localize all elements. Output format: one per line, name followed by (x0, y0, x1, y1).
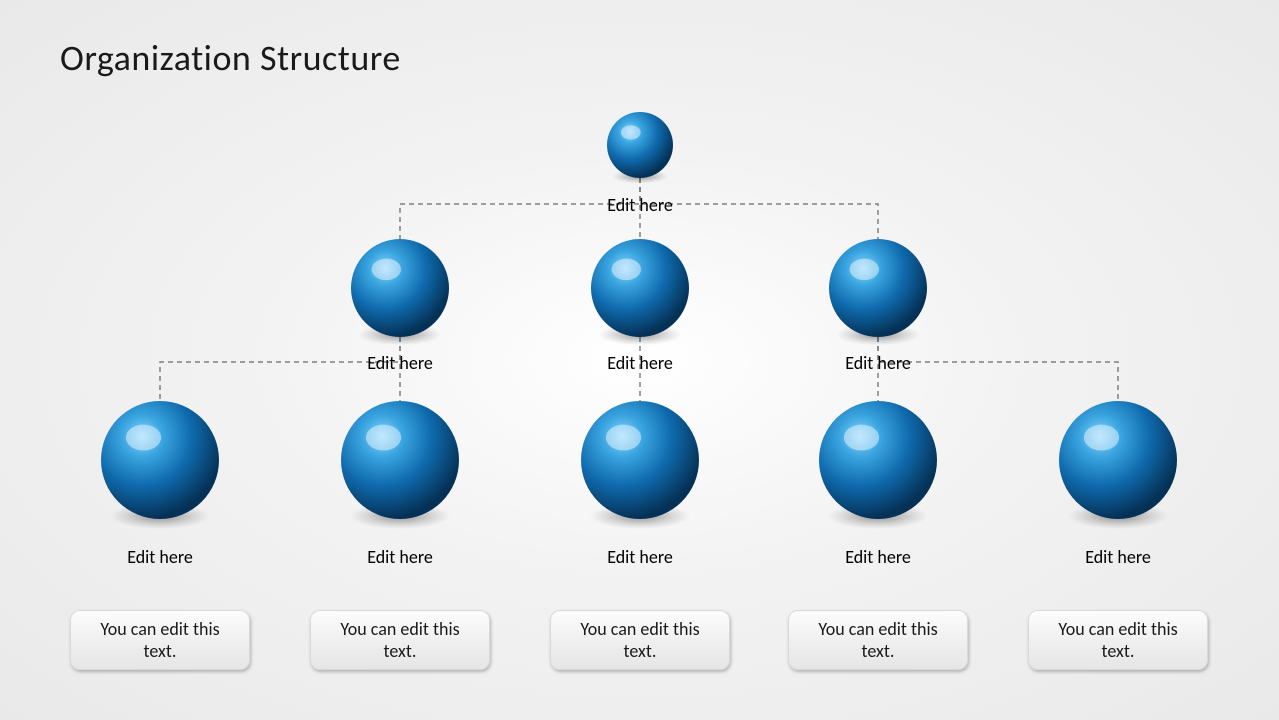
org-node-sphere[interactable] (101, 401, 219, 519)
node-label[interactable]: Edit here (845, 352, 911, 374)
sphere-highlight (126, 425, 161, 451)
editable-text-box[interactable]: You can edit this text. (550, 610, 730, 670)
editable-text-box[interactable]: You can edit this text. (310, 610, 490, 670)
sphere-shadow (598, 324, 681, 346)
node-label[interactable]: Edit here (845, 546, 911, 568)
connector (160, 337, 400, 401)
sphere-highlight (850, 259, 879, 281)
connector (400, 178, 640, 239)
node-label[interactable]: Edit here (367, 352, 433, 374)
node-label[interactable]: Edit here (607, 352, 673, 374)
sphere-highlight (612, 259, 641, 281)
node-label[interactable]: Edit here (367, 546, 433, 568)
sphere-highlight (844, 425, 879, 451)
sphere-highlight (606, 425, 641, 451)
sphere-highlight (1084, 425, 1119, 451)
sphere-highlight (366, 425, 401, 451)
sphere-shadow (110, 503, 210, 529)
editable-text-box[interactable]: You can edit this text. (1028, 610, 1208, 670)
org-node-sphere[interactable] (1059, 401, 1177, 519)
sphere-shadow (358, 324, 441, 346)
sphere-shadow (836, 324, 919, 346)
org-node-sphere[interactable] (829, 239, 927, 337)
connector (640, 178, 878, 239)
node-label[interactable]: Edit here (1085, 546, 1151, 568)
editable-text-box[interactable]: You can edit this text. (70, 610, 250, 670)
slide-canvas: Organization Structure Edit here Edit her… (0, 0, 1279, 720)
sphere-highlight (621, 125, 641, 140)
node-label[interactable]: Edit here (127, 546, 193, 568)
sphere-shadow (350, 503, 450, 529)
org-node-sphere[interactable] (819, 401, 937, 519)
sphere-shadow (612, 169, 668, 184)
node-label[interactable]: Edit here (607, 546, 673, 568)
sphere-shadow (1068, 503, 1168, 529)
node-label[interactable]: Edit here (607, 194, 673, 216)
connector (878, 337, 1118, 401)
org-node-sphere[interactable] (607, 112, 673, 178)
org-node-sphere[interactable] (351, 239, 449, 337)
org-node-sphere[interactable] (591, 239, 689, 337)
sphere-shadow (590, 503, 690, 529)
org-node-sphere[interactable] (341, 401, 459, 519)
org-node-sphere[interactable] (581, 401, 699, 519)
slide-title[interactable]: Organization Structure (60, 36, 401, 80)
sphere-shadow (828, 503, 928, 529)
editable-text-box[interactable]: You can edit this text. (788, 610, 968, 670)
sphere-highlight (372, 259, 401, 281)
